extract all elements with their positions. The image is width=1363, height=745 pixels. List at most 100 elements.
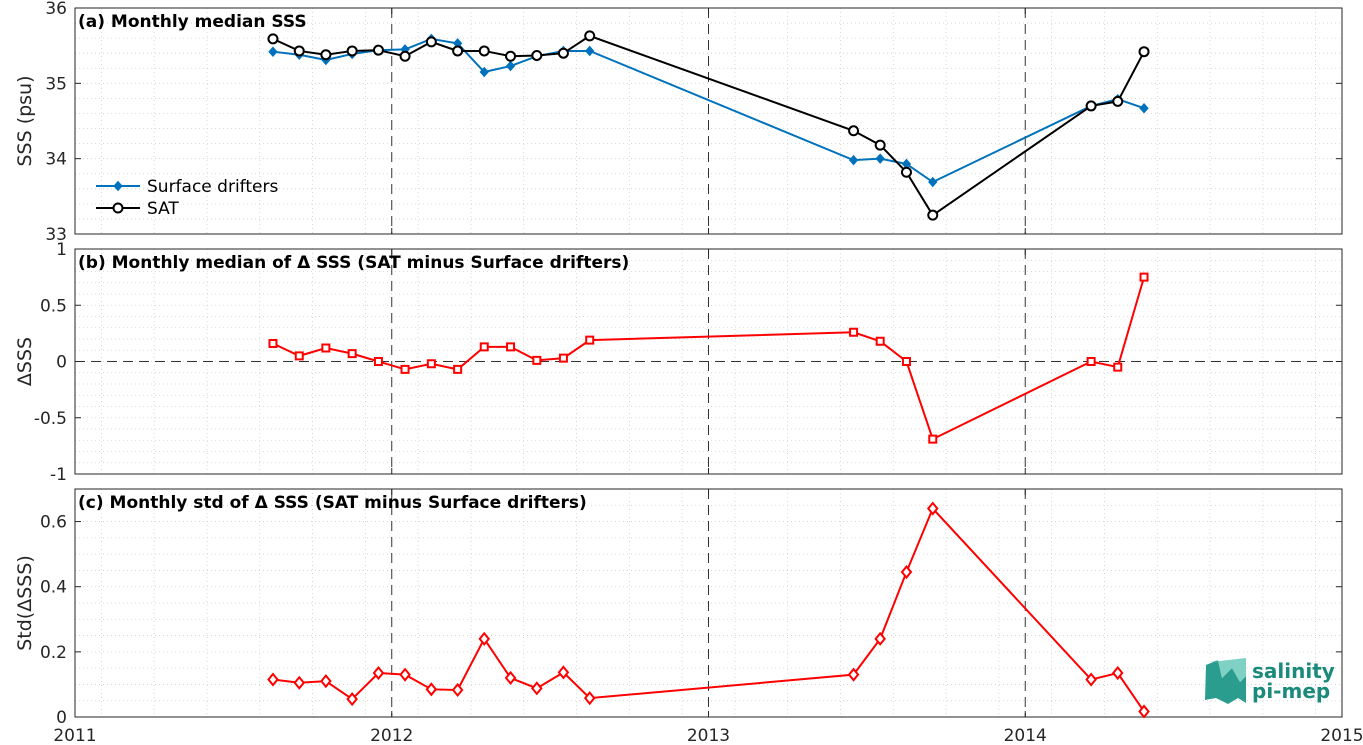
data-point bbox=[479, 342, 489, 352]
data-point bbox=[399, 50, 411, 62]
x-tick-label: 2013 bbox=[687, 726, 730, 745]
data-point bbox=[1085, 672, 1097, 687]
series-sat bbox=[267, 30, 1150, 221]
data-point bbox=[425, 682, 438, 697]
y-axis-label: Std(ΔSSS) bbox=[14, 555, 36, 651]
data-point bbox=[1113, 362, 1123, 372]
data-point bbox=[1111, 665, 1124, 681]
data-point bbox=[1086, 357, 1096, 366]
data-point bbox=[504, 670, 517, 685]
data-point bbox=[901, 357, 911, 366]
data-point bbox=[293, 675, 306, 690]
data-point bbox=[1139, 272, 1149, 282]
data-point bbox=[372, 665, 385, 681]
legend-swatch-marker bbox=[112, 202, 124, 214]
y-tick-label: -0.5 bbox=[34, 409, 67, 429]
data-point bbox=[267, 672, 279, 687]
data-point bbox=[557, 665, 570, 680]
data-point bbox=[321, 343, 331, 353]
data-point bbox=[320, 49, 332, 61]
y-tick-label: 0.4 bbox=[40, 578, 67, 598]
data-point bbox=[584, 30, 596, 42]
data-point bbox=[505, 60, 516, 72]
data-point bbox=[585, 45, 595, 57]
y-tick-label: 34 bbox=[45, 150, 67, 170]
data-point bbox=[1138, 46, 1150, 58]
y-tick-label: 1 bbox=[56, 240, 67, 260]
panel-title: (a) Monthly median SSS bbox=[78, 12, 307, 32]
data-point bbox=[927, 209, 939, 221]
panel-sss: 33 34 35 36 SSS (psu) (a) Monthly median SSS S… bbox=[14, 0, 1343, 245]
x-tick-label: 2012 bbox=[370, 726, 413, 745]
data-point bbox=[372, 44, 384, 56]
data-point bbox=[531, 49, 543, 61]
data-point bbox=[399, 667, 411, 682]
y-tick-label: 35 bbox=[45, 74, 67, 94]
series-line bbox=[272, 506, 1145, 713]
y-tick-label: 0 bbox=[56, 708, 67, 728]
y-tick-label: 0 bbox=[56, 353, 67, 373]
y-tick-label: 0.5 bbox=[40, 296, 67, 316]
y-tick-label: 0.2 bbox=[40, 643, 67, 663]
data-point bbox=[585, 335, 595, 345]
data-point bbox=[1138, 704, 1150, 719]
data-point bbox=[505, 50, 517, 62]
data-point bbox=[848, 125, 860, 137]
data-point bbox=[452, 45, 464, 57]
logo-wave-highlight-icon bbox=[1211, 658, 1246, 682]
data-point bbox=[875, 336, 885, 346]
data-point bbox=[267, 33, 279, 45]
y-axis-label: ΔSSS bbox=[14, 337, 36, 386]
data-point bbox=[346, 45, 358, 57]
panel-delta: -1 -0.5 0 0.5 1 ΔSSS (b) Monthly median of Δ S… bbox=[14, 240, 1343, 485]
legend-entry-label: SAT bbox=[147, 199, 179, 219]
series-std bbox=[267, 501, 1150, 719]
data-point bbox=[874, 139, 886, 151]
panel-title: (b) Monthly median of Δ SSS (SAT minus S… bbox=[78, 253, 629, 273]
data-point bbox=[426, 359, 436, 369]
panel-title: (c) Monthly std of Δ SSS (SAT minus Surf… bbox=[78, 493, 587, 513]
legend-swatch-marker bbox=[113, 180, 123, 192]
logo-text-line1: salinity bbox=[1252, 659, 1335, 683]
data-point bbox=[294, 351, 304, 361]
data-point bbox=[1112, 95, 1124, 107]
data-point bbox=[848, 154, 859, 166]
data-point bbox=[900, 166, 912, 178]
data-point bbox=[875, 153, 885, 164]
data-point bbox=[849, 327, 859, 337]
data-point bbox=[1139, 102, 1149, 114]
x-tick-label: 2015 bbox=[1320, 726, 1363, 745]
data-point bbox=[558, 353, 568, 363]
logo-wave-icon bbox=[1205, 660, 1246, 704]
legend-entry-label: Surface drifters bbox=[147, 177, 278, 197]
data-point bbox=[320, 674, 332, 689]
data-point bbox=[347, 349, 357, 359]
data-point bbox=[532, 355, 542, 365]
data-point bbox=[268, 46, 278, 57]
data-point bbox=[900, 564, 913, 580]
data-point bbox=[346, 692, 358, 707]
data-point bbox=[928, 176, 938, 188]
data-point bbox=[453, 364, 463, 374]
data-point bbox=[478, 631, 491, 646]
data-point bbox=[451, 682, 464, 698]
data-point bbox=[1085, 100, 1097, 112]
y-tick-label: 33 bbox=[45, 225, 67, 245]
x-tick-label: 2011 bbox=[53, 726, 96, 745]
data-point bbox=[874, 631, 886, 646]
data-point bbox=[425, 36, 437, 48]
data-point bbox=[268, 339, 278, 348]
y-tick-label: 36 bbox=[45, 0, 67, 19]
data-point bbox=[926, 501, 939, 516]
data-point bbox=[373, 357, 383, 366]
data-point bbox=[506, 342, 516, 352]
data-point bbox=[583, 691, 596, 706]
data-point bbox=[847, 667, 860, 682]
y-tick-label: 0.6 bbox=[40, 513, 67, 533]
data-point bbox=[400, 364, 410, 374]
y-axis-label: SSS (psu) bbox=[14, 75, 36, 166]
